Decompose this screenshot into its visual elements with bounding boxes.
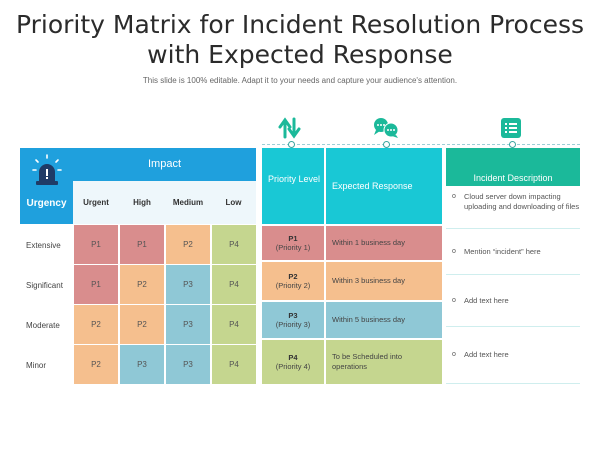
- expected-response-cell: Within 3 business day: [326, 262, 442, 300]
- matrix-cell: P3: [166, 305, 210, 344]
- divider: [446, 228, 580, 229]
- matrix-cell: P4: [212, 265, 256, 304]
- divider: [446, 326, 580, 327]
- page-subtitle: This slide is 100% editable. Adapt it to…: [142, 76, 458, 85]
- matrix-cell: P2: [120, 305, 164, 344]
- priority-response-table: Priority Level Expected Response P1 (Pri…: [262, 148, 442, 384]
- priority-level-cell: P2 (Priority 2): [262, 262, 324, 300]
- priority-name: (Priority 3): [275, 320, 311, 329]
- matrix-cell: P3: [120, 345, 164, 384]
- priority-code: P4: [288, 353, 298, 362]
- urgency-label: Urgency: [26, 198, 67, 209]
- expected-response-cell: Within 1 business day: [326, 226, 442, 260]
- column-header-urgent: Urgent: [73, 181, 119, 224]
- list-icon: [501, 118, 521, 138]
- connector-dot: [509, 141, 516, 148]
- priority-level-cell: P3 (Priority 3): [262, 302, 324, 338]
- matrix-cell: P1: [74, 265, 118, 304]
- matrix-cell: P3: [166, 265, 210, 304]
- page-title: Priority Matrix for Incident Resolution …: [0, 10, 600, 70]
- matrix-cell: P2: [120, 265, 164, 304]
- connector-dot: [288, 141, 295, 148]
- title-line-2: with Expected Response: [147, 40, 453, 69]
- description-item: o Cloud server down impacting uploading …: [446, 192, 580, 211]
- title-line-1: Priority Matrix for Incident Resolution …: [15, 10, 585, 39]
- row-label-moderate: Moderate: [26, 320, 60, 330]
- expected-response-cell: To be Scheduled into operations: [326, 340, 442, 384]
- matrix-cell: P4: [212, 225, 256, 264]
- matrix-cell: P2: [74, 305, 118, 344]
- priority-code: P2: [288, 272, 298, 281]
- description-item: o Add text here: [446, 296, 580, 306]
- impact-header: Impact: [73, 148, 256, 181]
- matrix-cell: P2: [74, 345, 118, 384]
- matrix-cell: P2: [166, 225, 210, 264]
- description-text: Cloud server down impacting uploading an…: [464, 192, 580, 211]
- connector-line: [262, 144, 580, 145]
- matrix-cell: P4: [212, 345, 256, 384]
- matrix-cell: P1: [120, 225, 164, 264]
- bullet-icon: o: [452, 351, 456, 358]
- priority-matrix: Urgency Impact Urgent High Medium Low Ex…: [20, 148, 256, 384]
- incident-description-header: Incident Description: [446, 148, 580, 186]
- matrix-cell: P4: [212, 305, 256, 344]
- priority-code: P3: [288, 311, 298, 320]
- column-header-low: Low: [211, 181, 256, 224]
- description-item: o Mention “incident” here: [446, 247, 580, 257]
- row-label-extensive: Extensive: [26, 240, 61, 250]
- priority-name: (Priority 4): [275, 362, 311, 371]
- expected-response-cell: Within 5 business day: [326, 302, 442, 338]
- priority-name: (Priority 1): [275, 243, 311, 252]
- alarm-icon: [32, 154, 62, 185]
- priority-name: (Priority 2): [275, 281, 311, 290]
- priority-code: P1: [288, 234, 298, 243]
- expected-response-header: Expected Response: [326, 148, 442, 224]
- connector-dot: [383, 141, 390, 148]
- bullet-icon: o: [452, 248, 456, 255]
- priority-level-cell: P1 (Priority 1): [262, 226, 324, 260]
- matrix-cell: P1: [74, 225, 118, 264]
- divider: [446, 383, 580, 384]
- sort-arrows-icon: [278, 117, 301, 139]
- chat-bubbles-icon: [374, 118, 399, 138]
- column-header-medium: Medium: [165, 181, 211, 224]
- description-text: Add text here: [464, 296, 509, 305]
- column-header-high: High: [119, 181, 165, 224]
- incident-description-panel: Incident Description o Cloud server down…: [446, 148, 580, 384]
- bullet-icon: o: [452, 193, 456, 200]
- row-label-significant: Significant: [26, 280, 63, 290]
- description-text: Add text here: [464, 350, 509, 359]
- priority-level-cell: P4 (Priority 4): [262, 340, 324, 384]
- matrix-cell: P3: [166, 345, 210, 384]
- priority-level-header: Priority Level: [262, 148, 324, 224]
- description-text: Mention “incident” here: [464, 247, 541, 256]
- urgency-header: Urgency: [20, 148, 73, 224]
- bullet-icon: o: [452, 297, 456, 304]
- row-label-minor: Minor: [26, 360, 47, 370]
- description-item: o Add text here: [446, 350, 580, 360]
- divider: [446, 274, 580, 275]
